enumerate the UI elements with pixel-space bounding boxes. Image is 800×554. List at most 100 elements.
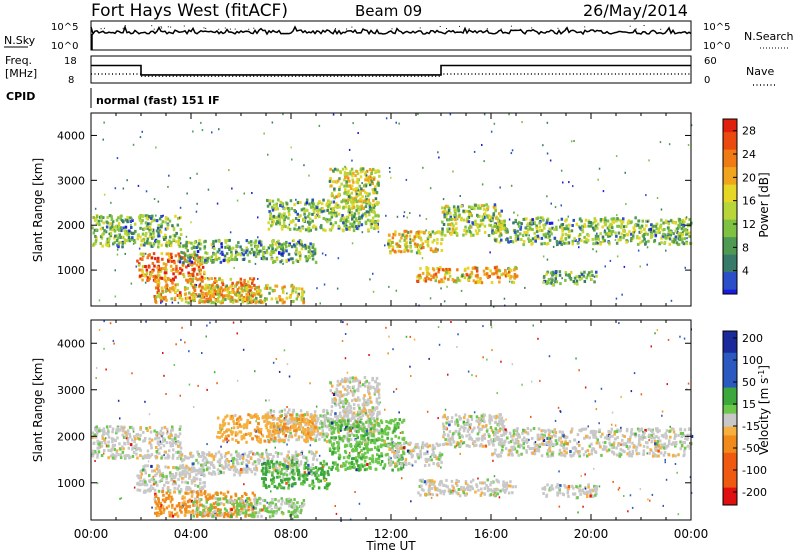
range-gate-cell [620,220,623,224]
range-gate-cell [241,501,245,505]
range-gate-cell [665,219,668,223]
range-gate-cell [443,212,446,216]
range-gate-cell [304,228,308,232]
noise-trace [90,24,692,50]
range-gate-cell [531,237,535,241]
range-gate-cell [197,265,201,269]
range-gate-cell [372,199,375,203]
range-gate-cell [239,470,243,474]
range-gate-cell [359,197,362,201]
range-gate-cell [158,294,161,298]
range-gate-cell [172,441,175,445]
beam-label: Beam 09 [355,2,422,20]
range-gate-cell [342,206,345,210]
range-gate-cell [187,492,190,495]
range-gate-cell [274,451,278,455]
range-gate-cell [320,425,324,429]
range-gate-cell [218,458,222,462]
range-gate-cell [554,270,558,274]
noise-search-point [248,28,250,30]
range-gate-cell [451,227,455,231]
range-gate-cell [619,235,622,239]
range-gate-cell [145,216,149,220]
range-gate-cell [247,508,250,512]
range-gate-cell [213,289,216,293]
range-gate-cell [119,236,122,239]
range-gate-cell [216,508,220,511]
range-gate-cell [336,287,339,290]
range-gate-cell [262,257,265,261]
range-gate-cell [198,499,201,503]
range-gate-cell [311,245,315,249]
range-gate-cell [570,270,573,274]
range-gate-cell [107,440,110,444]
range-gate-cell [476,279,480,283]
range-gate-cell [122,226,125,230]
range-gate-cell [309,242,312,246]
range-gate-cell [188,262,191,266]
range-gate-cell [126,429,130,433]
range-gate-cell [363,407,366,411]
range-gate-cell [121,219,124,223]
range-gate-cell [216,292,219,296]
range-gate-cell [344,400,347,404]
range-gate-cell [468,210,471,214]
range-gate-cell [356,177,359,181]
range-gate-cell [447,206,451,210]
range-gate-cell [161,498,165,502]
range-gate-cell [156,504,159,508]
range-gate-cell [206,277,209,279]
range-gate-cell [147,222,150,226]
range-gate-cell [372,205,376,209]
range-gate-cell [98,299,101,302]
range-gate-cell [344,380,347,384]
range-gate-cell [215,491,218,495]
range-gate-cell [374,197,378,201]
range-gate-cell [160,301,162,304]
range-gate-cell [455,227,458,231]
range-gate-cell [352,379,355,383]
range-gate-cell [522,217,525,221]
range-gate-cell [461,275,464,278]
range-gate-cell [583,240,586,244]
range-gate-cell [212,494,215,498]
range-gate-cell [248,250,251,254]
range-gate-cell [144,437,147,440]
range-gate-cell [645,224,648,228]
range-gate-cell [152,275,155,278]
range-gate-cell [405,240,408,244]
range-gate-cell [205,513,208,517]
range-gate-cell [642,235,645,239]
noise-search-point [203,27,205,29]
range-gate-cell [405,236,408,240]
range-gate-cell [292,285,295,289]
range-gate-cell [606,226,610,230]
range-gate-cell [95,425,98,429]
noise-search-point [351,26,353,28]
range-gate-cell [287,216,290,220]
range-gate-cell [596,226,599,230]
range-gate-cell [557,219,560,222]
range-gate-cell [376,410,380,414]
range-gate-cell [110,215,113,219]
range-gate-cell [200,121,202,124]
range-gate-cell [435,250,438,253]
range-gate-cell [345,407,348,411]
range-gate-cell [304,216,307,220]
range-gate-cell [616,224,619,228]
range-gate-cell [146,256,149,260]
range-gate-cell [196,495,199,499]
range-gate-cell [160,455,164,458]
range-gate-cell [504,272,507,276]
range-gate-cell [315,421,318,425]
range-gate-cell [167,465,170,469]
range-gate-cell [668,143,671,146]
range-gate-cell [179,228,183,232]
range-gate-cell [328,228,332,232]
range-gate-cell [338,412,342,416]
range-gate-cell [238,457,242,461]
range-gate-cell [201,260,204,264]
range-gate-cell [201,129,204,132]
range-gate-cell [202,451,206,455]
range-gate-cell [303,467,306,471]
